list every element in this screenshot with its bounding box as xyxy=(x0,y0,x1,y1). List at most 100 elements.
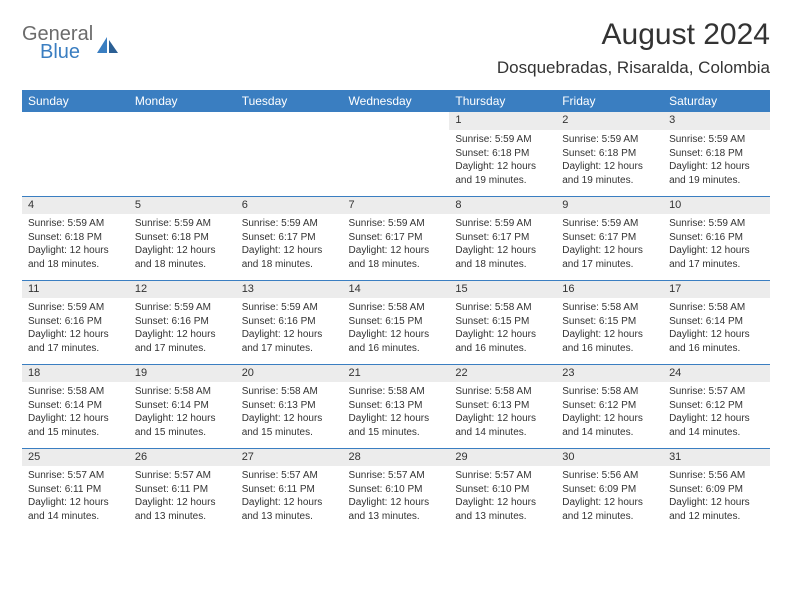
day-details: Sunrise: 5:59 AMSunset: 6:16 PMDaylight:… xyxy=(663,214,770,277)
day-details: Sunrise: 5:57 AMSunset: 6:11 PMDaylight:… xyxy=(129,466,236,529)
day-number: 3 xyxy=(663,112,770,128)
day-number-cell: 7 xyxy=(343,196,450,214)
day-detail-cell xyxy=(22,130,129,196)
day-details: Sunrise: 5:57 AMSunset: 6:12 PMDaylight:… xyxy=(663,382,770,445)
detail-row: Sunrise: 5:59 AMSunset: 6:18 PMDaylight:… xyxy=(22,214,770,280)
day-detail-cell xyxy=(129,130,236,196)
day-number-cell: 15 xyxy=(449,280,556,298)
day-number-cell: 20 xyxy=(236,364,343,382)
day-number: 11 xyxy=(22,281,129,297)
weekday-header: Monday xyxy=(129,90,236,112)
day-detail-cell: Sunrise: 5:56 AMSunset: 6:09 PMDaylight:… xyxy=(556,466,663,532)
day-details: Sunrise: 5:59 AMSunset: 6:18 PMDaylight:… xyxy=(129,214,236,277)
calendar-page: General Blue August 2024 Dosquebradas, R… xyxy=(0,0,792,550)
detail-row: Sunrise: 5:57 AMSunset: 6:11 PMDaylight:… xyxy=(22,466,770,532)
day-number: 17 xyxy=(663,281,770,297)
day-number: 6 xyxy=(236,197,343,213)
weekday-header: Friday xyxy=(556,90,663,112)
day-number: 30 xyxy=(556,449,663,465)
weekday-header: Wednesday xyxy=(343,90,450,112)
day-details: Sunrise: 5:59 AMSunset: 6:18 PMDaylight:… xyxy=(22,214,129,277)
daynum-row: 11121314151617 xyxy=(22,280,770,298)
day-number: 20 xyxy=(236,365,343,381)
day-number-cell xyxy=(236,112,343,130)
day-number-cell: 12 xyxy=(129,280,236,298)
day-number-cell xyxy=(22,112,129,130)
day-detail-cell: Sunrise: 5:59 AMSunset: 6:17 PMDaylight:… xyxy=(556,214,663,280)
day-details: Sunrise: 5:57 AMSunset: 6:10 PMDaylight:… xyxy=(343,466,450,529)
day-detail-cell: Sunrise: 5:59 AMSunset: 6:18 PMDaylight:… xyxy=(556,130,663,196)
day-detail-cell: Sunrise: 5:58 AMSunset: 6:13 PMDaylight:… xyxy=(343,382,450,448)
day-detail-cell: Sunrise: 5:59 AMSunset: 6:18 PMDaylight:… xyxy=(449,130,556,196)
day-number: 28 xyxy=(343,449,450,465)
day-number-cell: 28 xyxy=(343,448,450,466)
day-detail-cell: Sunrise: 5:58 AMSunset: 6:14 PMDaylight:… xyxy=(129,382,236,448)
day-details: Sunrise: 5:58 AMSunset: 6:15 PMDaylight:… xyxy=(449,298,556,361)
day-number-cell: 3 xyxy=(663,112,770,130)
day-number: 23 xyxy=(556,365,663,381)
day-number: 2 xyxy=(556,112,663,128)
day-number-cell: 4 xyxy=(22,196,129,214)
day-detail-cell: Sunrise: 5:57 AMSunset: 6:11 PMDaylight:… xyxy=(129,466,236,532)
day-detail-cell xyxy=(343,130,450,196)
day-number-cell: 16 xyxy=(556,280,663,298)
day-number-cell: 6 xyxy=(236,196,343,214)
day-number-cell: 11 xyxy=(22,280,129,298)
day-number: 7 xyxy=(343,197,450,213)
day-number: 31 xyxy=(663,449,770,465)
day-number: 24 xyxy=(663,365,770,381)
day-number-cell: 5 xyxy=(129,196,236,214)
detail-row: Sunrise: 5:58 AMSunset: 6:14 PMDaylight:… xyxy=(22,382,770,448)
weekday-header: Saturday xyxy=(663,90,770,112)
day-detail-cell: Sunrise: 5:57 AMSunset: 6:10 PMDaylight:… xyxy=(449,466,556,532)
day-number: 4 xyxy=(22,197,129,213)
day-number-cell: 31 xyxy=(663,448,770,466)
day-details: Sunrise: 5:56 AMSunset: 6:09 PMDaylight:… xyxy=(556,466,663,529)
brand-logo: General Blue xyxy=(22,24,119,62)
day-number: 22 xyxy=(449,365,556,381)
day-number-cell: 29 xyxy=(449,448,556,466)
day-detail-cell: Sunrise: 5:59 AMSunset: 6:16 PMDaylight:… xyxy=(663,214,770,280)
day-number: 13 xyxy=(236,281,343,297)
day-number: 25 xyxy=(22,449,129,465)
day-details: Sunrise: 5:59 AMSunset: 6:16 PMDaylight:… xyxy=(236,298,343,361)
day-detail-cell: Sunrise: 5:58 AMSunset: 6:15 PMDaylight:… xyxy=(343,298,450,364)
day-number: 5 xyxy=(129,197,236,213)
day-number: 27 xyxy=(236,449,343,465)
day-detail-cell: Sunrise: 5:58 AMSunset: 6:15 PMDaylight:… xyxy=(556,298,663,364)
day-number-cell: 22 xyxy=(449,364,556,382)
day-details: Sunrise: 5:57 AMSunset: 6:11 PMDaylight:… xyxy=(22,466,129,529)
day-detail-cell: Sunrise: 5:59 AMSunset: 6:18 PMDaylight:… xyxy=(663,130,770,196)
day-number: 1 xyxy=(449,112,556,128)
day-number-cell: 24 xyxy=(663,364,770,382)
day-details: Sunrise: 5:58 AMSunset: 6:14 PMDaylight:… xyxy=(663,298,770,361)
day-details: Sunrise: 5:59 AMSunset: 6:18 PMDaylight:… xyxy=(449,130,556,193)
day-number-cell: 23 xyxy=(556,364,663,382)
day-details: Sunrise: 5:59 AMSunset: 6:17 PMDaylight:… xyxy=(556,214,663,277)
daynum-row: 18192021222324 xyxy=(22,364,770,382)
day-detail-cell: Sunrise: 5:58 AMSunset: 6:15 PMDaylight:… xyxy=(449,298,556,364)
day-number: 8 xyxy=(449,197,556,213)
brand-bottom: Blue xyxy=(40,42,93,62)
day-detail-cell: Sunrise: 5:56 AMSunset: 6:09 PMDaylight:… xyxy=(663,466,770,532)
detail-row: Sunrise: 5:59 AMSunset: 6:18 PMDaylight:… xyxy=(22,130,770,196)
day-number-cell: 18 xyxy=(22,364,129,382)
day-details: Sunrise: 5:57 AMSunset: 6:10 PMDaylight:… xyxy=(449,466,556,529)
header: General Blue August 2024 Dosquebradas, R… xyxy=(22,18,770,78)
day-number: 21 xyxy=(343,365,450,381)
day-number: 19 xyxy=(129,365,236,381)
day-details: Sunrise: 5:58 AMSunset: 6:15 PMDaylight:… xyxy=(343,298,450,361)
day-detail-cell: Sunrise: 5:58 AMSunset: 6:13 PMDaylight:… xyxy=(449,382,556,448)
day-number-cell: 17 xyxy=(663,280,770,298)
day-details: Sunrise: 5:58 AMSunset: 6:15 PMDaylight:… xyxy=(556,298,663,361)
day-details: Sunrise: 5:59 AMSunset: 6:18 PMDaylight:… xyxy=(556,130,663,193)
weekday-header: Thursday xyxy=(449,90,556,112)
daynum-row: 45678910 xyxy=(22,196,770,214)
day-number-cell: 9 xyxy=(556,196,663,214)
day-number: 26 xyxy=(129,449,236,465)
day-number: 12 xyxy=(129,281,236,297)
day-detail-cell: Sunrise: 5:58 AMSunset: 6:13 PMDaylight:… xyxy=(236,382,343,448)
day-details: Sunrise: 5:58 AMSunset: 6:12 PMDaylight:… xyxy=(556,382,663,445)
day-detail-cell: Sunrise: 5:57 AMSunset: 6:11 PMDaylight:… xyxy=(236,466,343,532)
calendar-head: SundayMondayTuesdayWednesdayThursdayFrid… xyxy=(22,90,770,112)
